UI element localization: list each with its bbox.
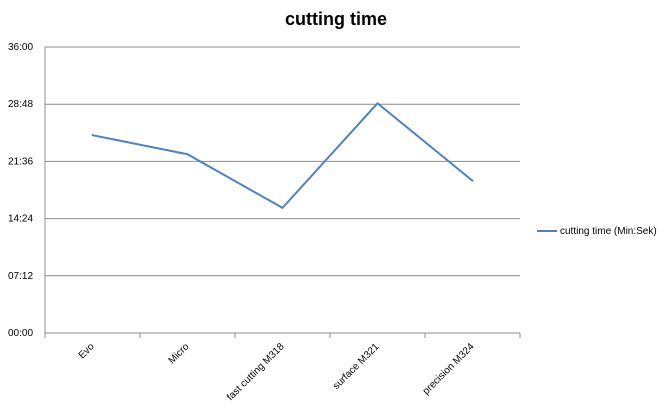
y-tick-label: 28:48: [8, 99, 33, 110]
data-point: [376, 102, 379, 105]
legend: cutting time (Min:Sek): [537, 226, 657, 237]
chart-title: cutting time: [285, 9, 387, 29]
y-tick-label: 00:00: [8, 328, 33, 339]
y-tick-label: 07:12: [8, 271, 33, 282]
x-tick-label: precision M324: [421, 341, 477, 397]
y-tick-label: 21:36: [8, 156, 33, 167]
y-tick-label: 14:24: [8, 214, 33, 225]
x-tick-label: surface M321: [331, 341, 382, 392]
series-line: [92, 102, 474, 209]
x-tick-label: Micro: [167, 341, 192, 366]
x-tick-label: Evo: [77, 341, 97, 361]
series-group: [91, 102, 474, 209]
grid-lines: [45, 46, 520, 277]
x-axis-ticks: Evo Micro fast cutting M318 surface M321 pre…: [77, 341, 477, 403]
legend-label: cutting time (Min:Sek): [560, 226, 657, 237]
data-point: [186, 153, 189, 156]
x-tick-label: fast cutting M318: [225, 341, 287, 403]
y-tick-label: 36:00: [8, 42, 33, 53]
x-axis: [44, 47, 521, 338]
data-point: [281, 206, 284, 209]
data-point: [471, 179, 474, 182]
y-axis-ticks: 00:00 07:12 14:24 21:36 28:48 36:00: [8, 42, 33, 339]
data-point: [91, 134, 94, 137]
